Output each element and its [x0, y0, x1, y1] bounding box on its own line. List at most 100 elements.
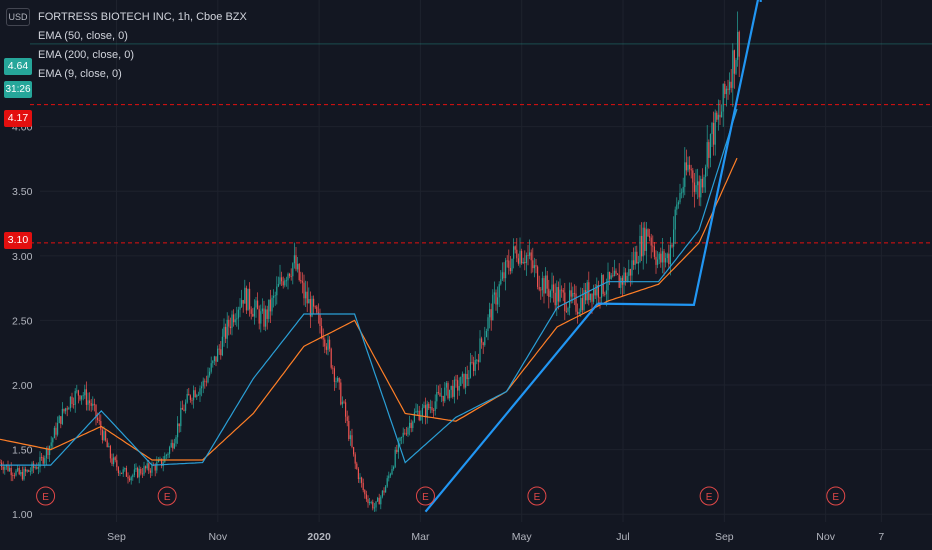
candle-body: [250, 309, 252, 314]
symbol-title[interactable]: FORTRESS BIOTECH INC, 1h, Cboe BZX: [38, 11, 247, 23]
candle-body: [277, 283, 279, 287]
candle-body: [562, 290, 564, 293]
candle-body: [306, 291, 308, 304]
candle-body: [623, 272, 625, 285]
candle-body: [42, 457, 44, 464]
candle-body: [82, 395, 84, 397]
candle-body: [132, 475, 134, 478]
candle-body: [204, 380, 206, 382]
candle-body: [498, 284, 500, 298]
candle-body: [210, 363, 212, 372]
candle-body: [586, 282, 588, 301]
earnings-circle-icon: [415, 486, 435, 506]
candle-body: [412, 421, 414, 429]
x-tick-label: May: [512, 531, 533, 543]
y-tick-label: 3.00: [12, 251, 33, 263]
candle-body: [156, 462, 158, 471]
candle-body: [137, 467, 139, 478]
candle-body: [125, 468, 127, 477]
candle-body: [113, 457, 115, 465]
y-axis: 1.001.502.002.503.003.504.00: [12, 122, 33, 522]
candle-body: [557, 287, 559, 302]
candle-body: [337, 377, 339, 382]
candle-body: [705, 166, 707, 178]
candle-body: [420, 415, 422, 421]
candle-body: [279, 277, 281, 284]
indicator-ema200[interactable]: EMA (200, close, 0): [38, 49, 134, 61]
candle-body: [519, 250, 521, 264]
candle-body: [652, 245, 654, 247]
candle-body: [585, 290, 587, 301]
candle-body: [354, 454, 356, 464]
candle-body: [76, 390, 78, 392]
candle-body: [511, 258, 513, 272]
candle-body: [239, 306, 241, 310]
candle-body: [473, 362, 475, 371]
indicator-ema9[interactable]: EMA (9, close, 0): [38, 68, 122, 80]
candle-body: [476, 359, 478, 361]
candle-body: [241, 300, 243, 307]
candle-body: [52, 438, 54, 443]
candle-body: [151, 464, 153, 473]
candle-body: [193, 390, 195, 401]
candle-body: [79, 395, 81, 400]
candle-body: [351, 435, 353, 448]
candle-body: [682, 186, 684, 193]
candle-body: [223, 326, 225, 337]
candle-body: [466, 373, 468, 380]
candle-body: [711, 122, 713, 135]
candle-body: [695, 185, 697, 192]
candle-body: [191, 399, 193, 401]
candle-body: [397, 440, 399, 453]
earnings-label: E: [534, 492, 541, 503]
candle-body: [87, 400, 89, 405]
x-tick-label: Sep: [715, 531, 734, 543]
candle-body: [49, 446, 51, 455]
indicator-ema50[interactable]: EMA (50, close, 0): [38, 30, 128, 42]
y-tick-label: 2.50: [12, 315, 33, 327]
candle-body: [164, 455, 166, 463]
candle-body: [698, 181, 700, 198]
candle-body: [135, 467, 137, 470]
currency-label[interactable]: USD: [6, 8, 30, 26]
candle-body: [689, 164, 691, 170]
horizontal-levels: [30, 43, 932, 244]
candle-body: [690, 169, 692, 171]
candle-body: [553, 284, 555, 293]
candle-body: [177, 423, 179, 438]
candle-body: [108, 446, 110, 448]
candle-body: [703, 177, 705, 188]
candle-body: [185, 402, 187, 411]
candle-body: [433, 410, 435, 412]
candle-body: [343, 401, 345, 403]
x-tick-label: 7: [878, 531, 884, 543]
candle-body: [460, 376, 462, 386]
candle-body: [362, 482, 364, 491]
candle-body: [685, 162, 687, 171]
candle-body: [593, 289, 595, 302]
candle-body: [650, 237, 652, 246]
x-tick-label: Sep: [107, 531, 126, 543]
candle-body: [634, 251, 636, 265]
candle-body: [474, 360, 476, 371]
candle-body: [653, 246, 655, 257]
candle-body: [596, 285, 598, 296]
candle-body: [298, 263, 300, 281]
candle-body: [234, 319, 236, 323]
candle-body: [349, 435, 351, 440]
candle-body: [305, 291, 307, 299]
candle-body: [580, 298, 582, 312]
candle-body: [77, 390, 79, 396]
candle-body: [335, 381, 337, 383]
candle-body: [388, 475, 390, 479]
candle-body: [663, 251, 665, 263]
candle-body: [436, 392, 438, 402]
candle-body: [444, 387, 446, 402]
candle-body: [263, 308, 265, 327]
candle-body: [605, 290, 607, 295]
candle-body: [249, 288, 251, 310]
x-tick-label: Mar: [411, 531, 430, 543]
candle-body: [417, 410, 419, 412]
earnings-circle-icon: [36, 486, 56, 506]
